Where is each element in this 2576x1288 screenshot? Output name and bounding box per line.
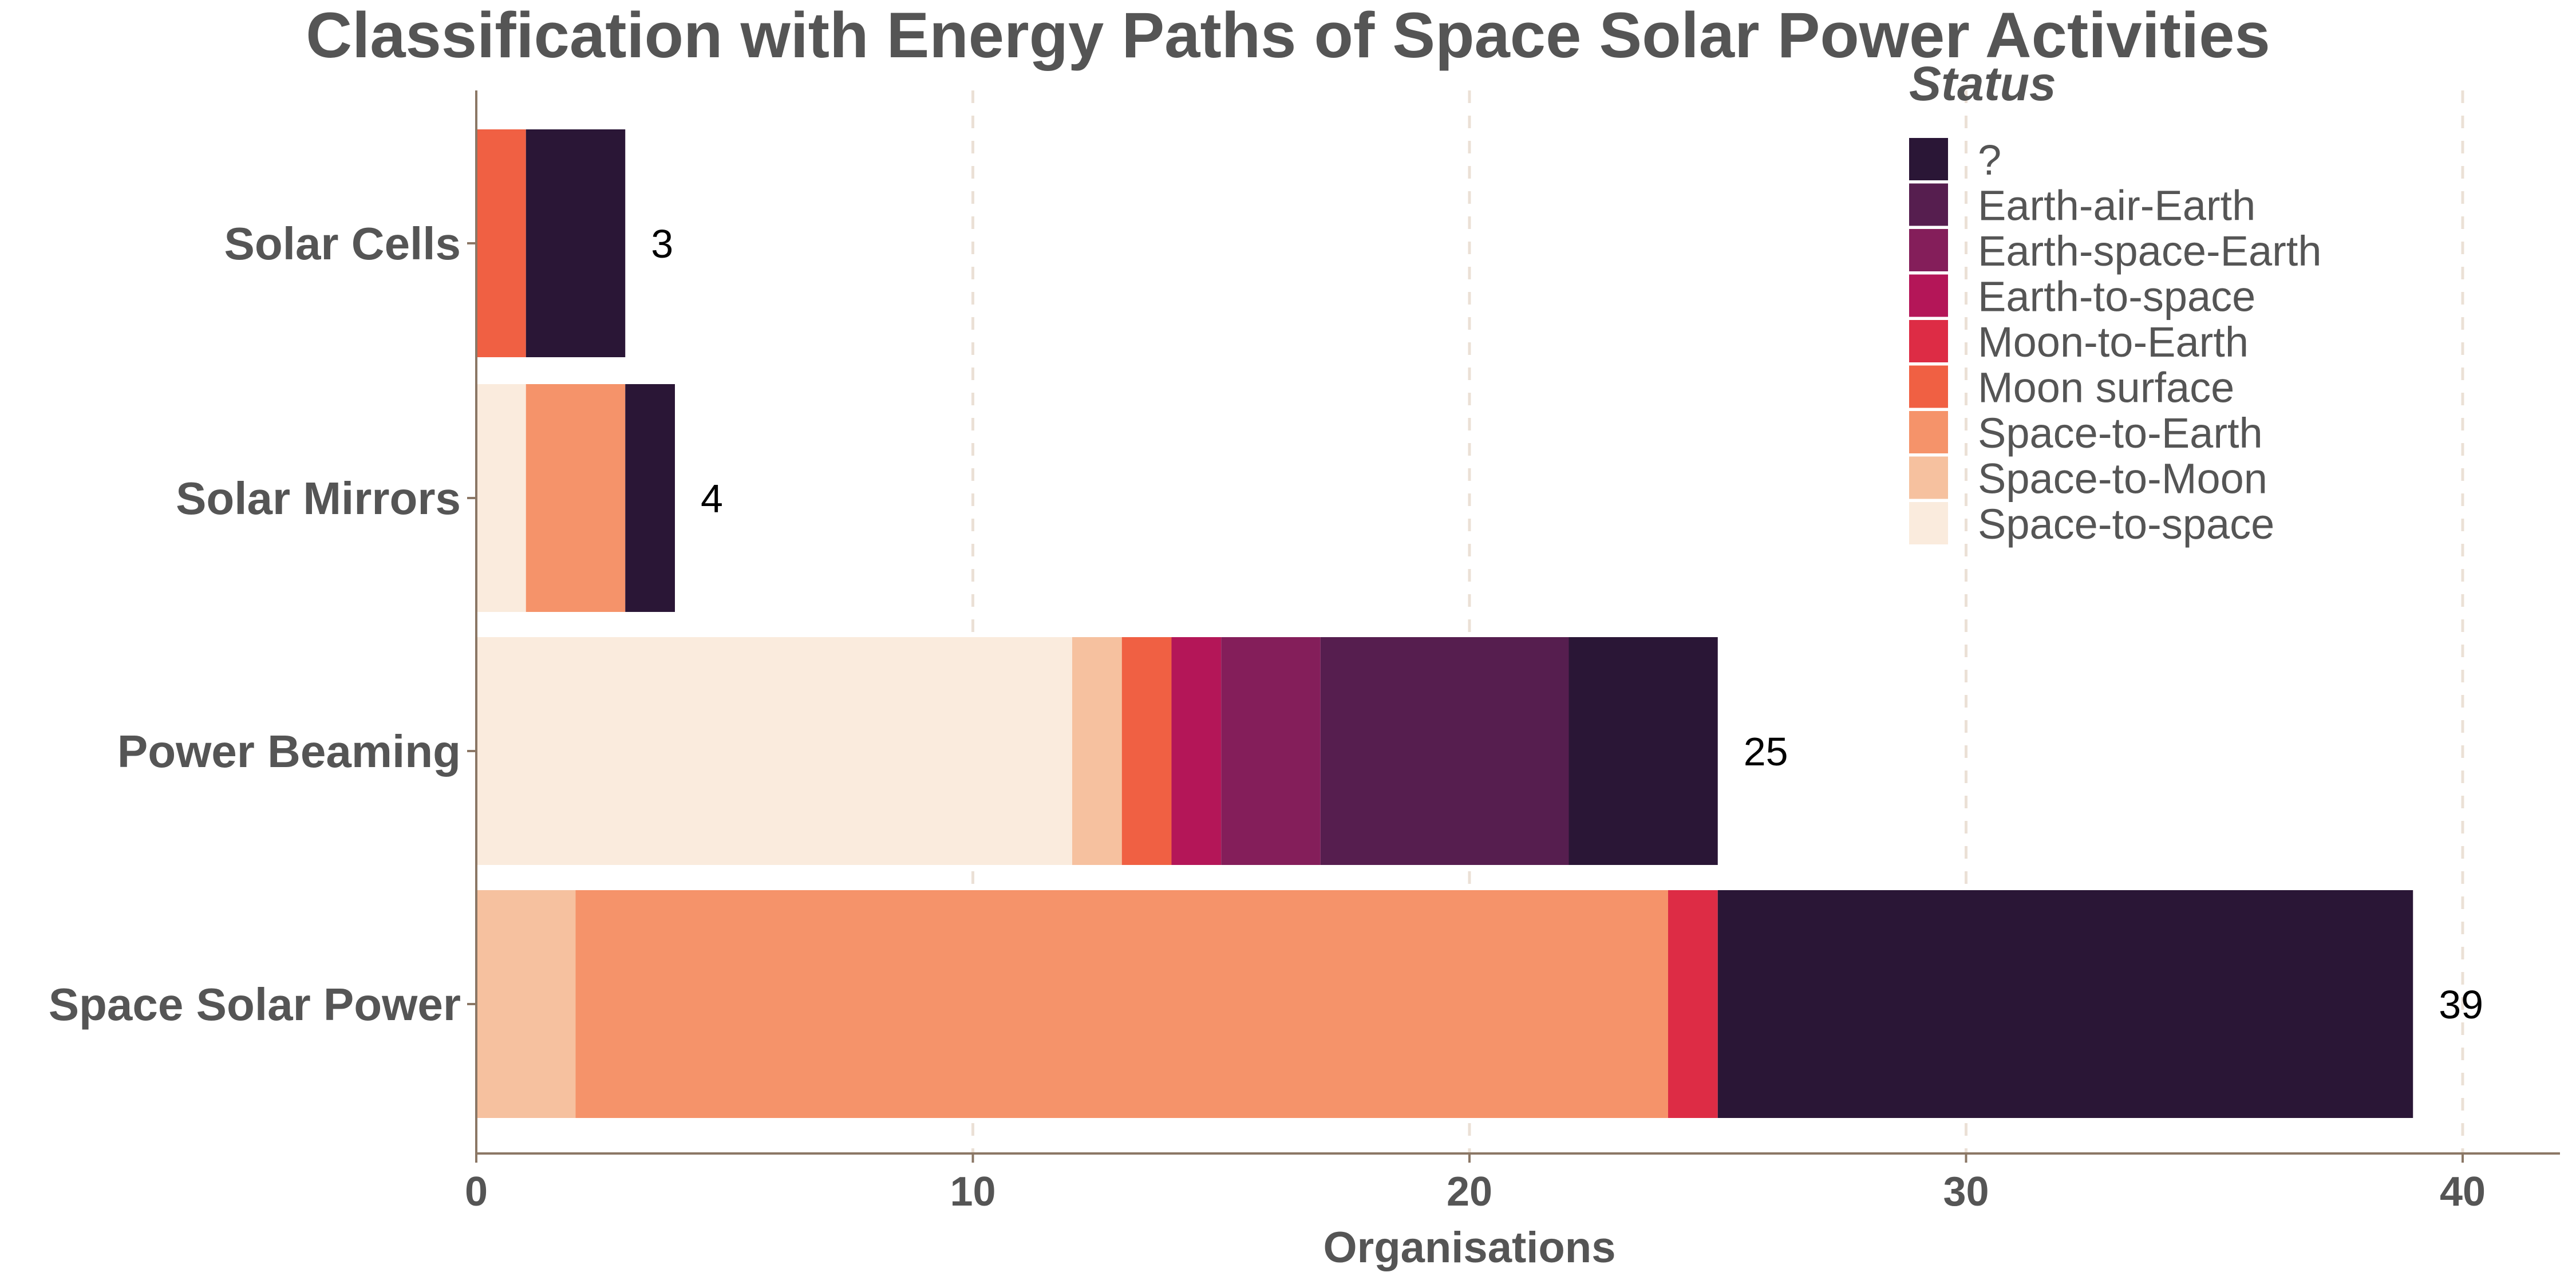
bar-segment bbox=[625, 384, 675, 612]
legend-entry: Earth-to-space bbox=[1978, 273, 2255, 321]
legend-swatch bbox=[1909, 183, 1948, 226]
category-label: Solar Mirrors bbox=[176, 473, 461, 524]
bar-segment bbox=[1320, 637, 1569, 865]
bar-segment bbox=[476, 129, 526, 357]
bar-segment bbox=[1171, 637, 1222, 865]
bar-segment bbox=[526, 384, 626, 612]
legend-title: Status bbox=[1909, 57, 2056, 110]
legend-swatch bbox=[1909, 138, 1948, 180]
x-tick-label: 10 bbox=[950, 1169, 995, 1215]
bars bbox=[476, 129, 2413, 1118]
legend-swatch bbox=[1909, 502, 1948, 544]
x-tick-label: 0 bbox=[465, 1169, 488, 1215]
chart-title: Classification with Energy Paths of Spac… bbox=[306, 0, 2270, 71]
x-tick-label: 30 bbox=[1943, 1169, 1989, 1215]
bar-segment bbox=[1717, 890, 2413, 1118]
bar-segment bbox=[1668, 890, 1718, 1118]
total-label: 4 bbox=[701, 476, 723, 521]
x-axis-label: Organisations bbox=[1323, 1223, 1616, 1272]
legend-swatch bbox=[1909, 320, 1948, 362]
x-tick-label: 20 bbox=[1447, 1169, 1492, 1215]
total-labels: 3 4 25 39 bbox=[651, 222, 2483, 1027]
bar-segment bbox=[1072, 637, 1122, 865]
legend-swatch bbox=[1909, 229, 1948, 271]
x-tick-labels: 0 10 20 30 40 bbox=[465, 1169, 2486, 1215]
legend-entry: Space-to-Earth bbox=[1978, 409, 2263, 457]
bar-segment bbox=[1121, 637, 1172, 865]
bar-segment bbox=[476, 890, 576, 1118]
total-label: 39 bbox=[2439, 982, 2483, 1027]
legend-entry: Earth-space-Earth bbox=[1978, 227, 2322, 275]
axes bbox=[467, 90, 2560, 1163]
bar-segment bbox=[526, 129, 626, 357]
category-label: Solar Cells bbox=[224, 218, 461, 269]
bar-segment bbox=[575, 890, 1668, 1118]
legend-swatch bbox=[1909, 456, 1948, 499]
legend-entry: Space-to-Moon bbox=[1978, 455, 2267, 503]
total-label: 3 bbox=[651, 222, 673, 266]
category-label: Space Solar Power bbox=[49, 979, 461, 1030]
category-labels: Solar Cells Solar Mirrors Power Beaming Spa… bbox=[49, 218, 461, 1030]
bar-segment bbox=[1221, 637, 1321, 865]
legend-swatch bbox=[1909, 274, 1948, 317]
legend-swatch bbox=[1909, 411, 1948, 453]
legend: Status ?Earth-air-EarthEarth-space-Earth… bbox=[1909, 57, 2322, 548]
legend-entry: Earth-air-Earth bbox=[1978, 182, 2255, 230]
total-label: 25 bbox=[1744, 729, 1788, 774]
bar-segment bbox=[476, 637, 1072, 865]
bar-segment bbox=[1568, 637, 1718, 865]
legend-entry: Space-to-space bbox=[1978, 500, 2274, 548]
legend-entry: Moon-to-Earth bbox=[1978, 318, 2249, 366]
legend-swatch bbox=[1909, 365, 1948, 408]
legend-entry: Moon surface bbox=[1978, 364, 2234, 412]
legend-entry: ? bbox=[1978, 136, 2001, 184]
category-label: Power Beaming bbox=[117, 726, 461, 777]
x-tick-label: 40 bbox=[2440, 1169, 2486, 1215]
bar-segment bbox=[476, 384, 526, 612]
